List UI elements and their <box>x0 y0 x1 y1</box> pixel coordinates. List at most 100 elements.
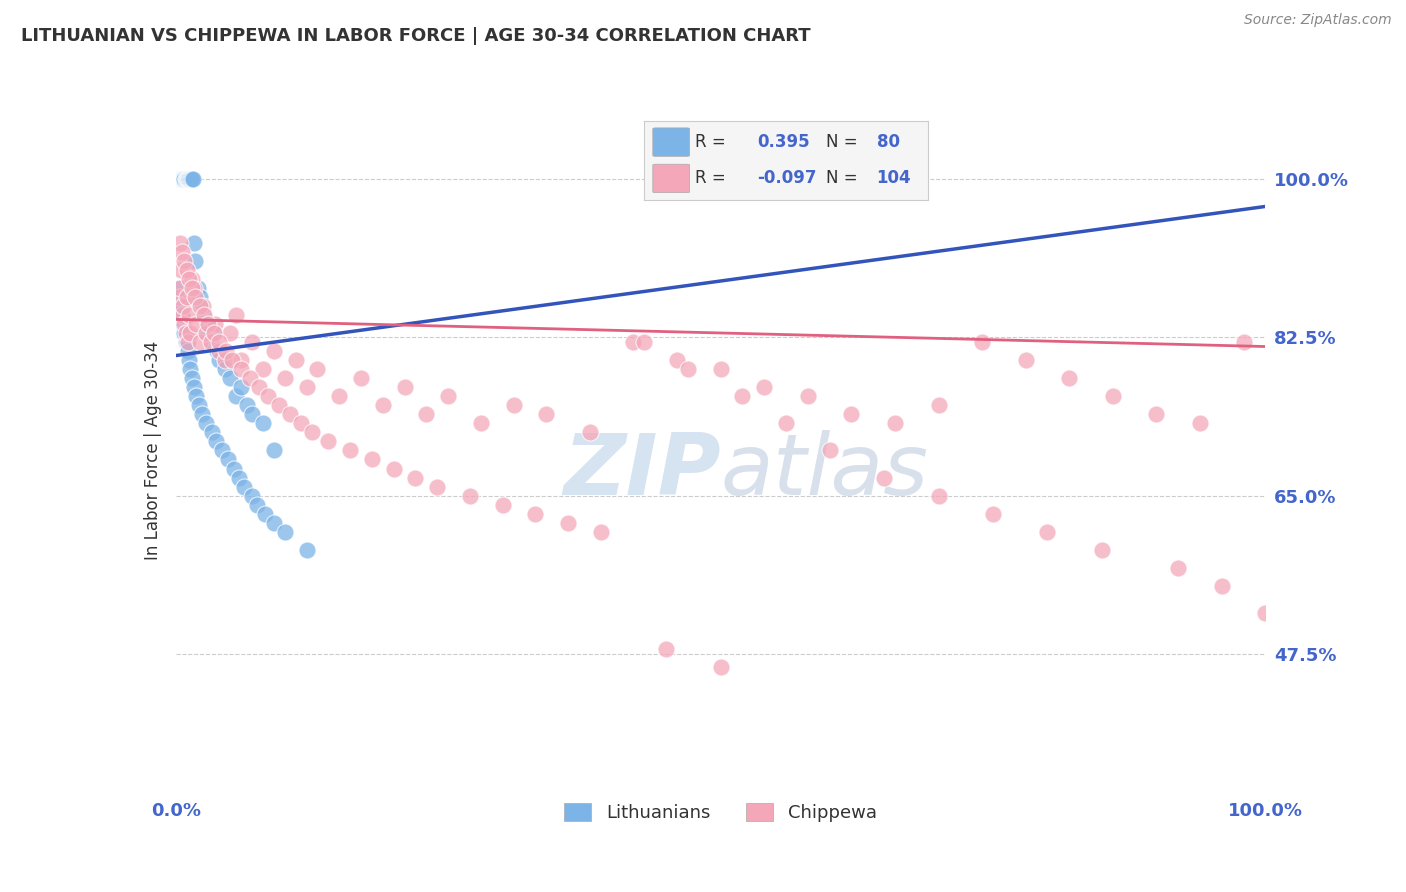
Point <box>1091 542 1114 557</box>
Point <box>458 489 481 503</box>
Point <box>1036 524 1059 539</box>
Point <box>200 334 222 349</box>
Point <box>233 480 256 494</box>
Point <box>579 425 602 440</box>
Point <box>205 434 228 449</box>
Point <box>221 353 243 368</box>
Point <box>173 172 195 186</box>
Text: ZIP: ZIP <box>562 430 721 513</box>
Point <box>884 417 907 431</box>
Point <box>172 172 194 186</box>
Point <box>1254 606 1277 620</box>
Text: LITHUANIAN VS CHIPPEWA IN LABOR FORCE | AGE 30-34 CORRELATION CHART: LITHUANIAN VS CHIPPEWA IN LABOR FORCE | … <box>21 27 811 45</box>
Point <box>231 362 253 376</box>
Text: 0.395: 0.395 <box>758 133 810 151</box>
Point <box>252 362 274 376</box>
Point <box>174 172 197 186</box>
Point <box>225 308 247 322</box>
Point <box>1015 353 1038 368</box>
Point <box>775 417 797 431</box>
Point <box>172 317 194 331</box>
Point <box>841 407 863 421</box>
Point <box>167 281 190 295</box>
Point <box>557 516 579 530</box>
Point <box>621 334 644 349</box>
Point <box>274 371 297 385</box>
Text: Source: ZipAtlas.com: Source: ZipAtlas.com <box>1244 13 1392 28</box>
Point <box>172 244 194 259</box>
Point <box>194 326 217 340</box>
Text: N =: N = <box>825 133 858 151</box>
Point <box>181 271 204 285</box>
Point <box>184 290 207 304</box>
Point <box>208 334 231 349</box>
Point <box>174 172 197 186</box>
Point <box>177 271 200 285</box>
Point <box>252 417 274 431</box>
Point <box>318 434 340 449</box>
Point <box>173 172 195 186</box>
Point <box>214 353 236 368</box>
Point <box>195 326 218 340</box>
Point <box>177 172 200 186</box>
Point <box>172 172 194 186</box>
Point <box>167 172 190 186</box>
Point <box>295 380 318 394</box>
Point <box>1144 407 1167 421</box>
Point <box>710 660 733 674</box>
Point <box>188 290 211 304</box>
Point <box>394 380 416 394</box>
Point <box>1102 389 1125 403</box>
Point <box>173 253 195 268</box>
Point <box>208 344 231 359</box>
Point <box>214 362 236 376</box>
Point <box>167 172 190 186</box>
Point <box>172 299 194 313</box>
Point <box>215 344 238 359</box>
Point <box>240 489 263 503</box>
Point <box>186 281 209 295</box>
Point <box>205 344 228 359</box>
Point <box>201 425 224 440</box>
Point <box>170 299 193 313</box>
Point <box>633 334 655 349</box>
Point <box>188 299 211 313</box>
Point <box>1211 579 1233 593</box>
Point <box>228 470 250 484</box>
Point <box>1057 371 1080 385</box>
Point <box>928 398 950 412</box>
Point <box>169 172 191 186</box>
Point <box>172 172 194 186</box>
Y-axis label: In Labor Force | Age 30-34: In Labor Force | Age 30-34 <box>143 341 162 560</box>
Point <box>225 389 247 403</box>
Point <box>235 398 257 412</box>
Point <box>254 507 277 521</box>
Point <box>169 172 191 186</box>
Point <box>200 334 222 349</box>
Point <box>524 507 547 521</box>
Point <box>211 443 233 458</box>
Point <box>179 172 201 186</box>
Point <box>263 516 285 530</box>
Point <box>195 417 218 431</box>
Point <box>231 353 253 368</box>
Point <box>173 317 195 331</box>
Point <box>1232 334 1256 349</box>
Point <box>191 407 214 421</box>
Point <box>184 253 207 268</box>
Point <box>269 398 291 412</box>
Point <box>263 344 285 359</box>
Point <box>183 235 205 250</box>
Point <box>666 353 689 368</box>
Point <box>174 334 197 349</box>
Point <box>181 172 204 186</box>
Text: -0.097: -0.097 <box>758 169 817 187</box>
Point <box>240 407 263 421</box>
Point <box>1167 561 1189 575</box>
Point <box>179 362 201 376</box>
Point <box>197 317 219 331</box>
Point <box>167 290 190 304</box>
Point <box>177 308 200 322</box>
Point <box>172 172 194 186</box>
Point <box>170 262 193 277</box>
